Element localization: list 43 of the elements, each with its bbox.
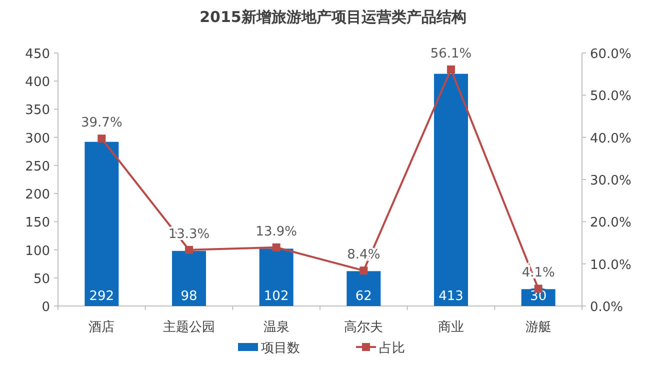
y2-tick-label: 20.0%: [590, 216, 632, 231]
data-label: 102: [264, 289, 289, 304]
point: [272, 243, 280, 252]
point: [447, 65, 455, 74]
y2-tick-label: 0.0%: [590, 300, 624, 315]
y2-tick-label: 50.0%: [590, 89, 632, 104]
bar: [84, 142, 119, 306]
point: [185, 246, 193, 254]
data-label: 56.1%: [430, 46, 472, 62]
point: [360, 266, 368, 275]
data-label: 62: [355, 289, 372, 304]
data-label: 13.9%: [256, 224, 297, 240]
y-tick-label: 250: [25, 159, 50, 174]
data-label: 39.7%: [81, 116, 122, 131]
x-tick-label: 主题公园: [163, 319, 215, 335]
y-tick-label: 400: [25, 75, 50, 90]
bar: [434, 74, 468, 306]
x-tick-label: 酒店: [88, 319, 115, 335]
y2-tick-label: 30.0%: [590, 174, 632, 188]
x-tick-label: 商业: [438, 320, 464, 335]
y2-tick-label: 60.0%: [590, 47, 632, 62]
legend-label: 占比: [379, 341, 405, 356]
y2-tick-label: 40.0%: [590, 131, 632, 146]
x-tick-label: 高尔夫: [344, 319, 384, 335]
y2-tick-label: 10.0%: [590, 258, 632, 273]
y-tick-label: 450: [25, 47, 50, 62]
y-tick-label: 100: [25, 244, 50, 259]
x-tick-label: 温泉: [263, 320, 290, 335]
legend-项目数: 项目数: [238, 341, 300, 356]
legend-占比: 占比: [356, 341, 405, 356]
y-tick-label: 300: [25, 131, 50, 146]
chart-title: 2015新增旅游地产项目运营类产品结构: [200, 8, 466, 26]
y-tick-label: 200: [25, 188, 50, 203]
data-label: 292: [89, 289, 114, 304]
y-tick-label: 150: [25, 216, 50, 231]
y-tick-label: 50: [33, 272, 50, 287]
y-tick-label: 350: [25, 103, 50, 118]
data-label: 413: [438, 289, 464, 304]
point: [98, 134, 106, 143]
data-label: 98: [180, 289, 198, 304]
legend-label: 项目数: [261, 341, 300, 356]
y-tick-label: 0: [42, 300, 50, 315]
x-tick-label: 游艇: [525, 320, 552, 335]
